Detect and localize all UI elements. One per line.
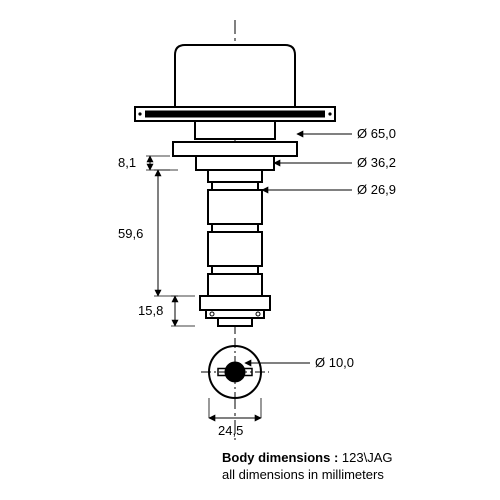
svg-text:Ø 36,2: Ø 36,2	[357, 155, 396, 170]
svg-text:59,6: 59,6	[118, 226, 143, 241]
svg-text:15,8: 15,8	[138, 303, 163, 318]
svg-text:Ø 26,9: Ø 26,9	[357, 182, 396, 197]
svg-text:Ø 65,0: Ø 65,0	[357, 126, 396, 141]
caption-units: all dimensions in millimeters	[222, 467, 384, 482]
svg-text:8,1: 8,1	[118, 155, 136, 170]
caption-model: 123\JAG	[342, 450, 393, 465]
caption: Body dimensions : 123\JAG all dimensions…	[222, 450, 393, 484]
svg-text:Ø 10,0: Ø 10,0	[315, 355, 354, 370]
caption-title: Body dimensions :	[222, 450, 338, 465]
svg-text:24,5: 24,5	[218, 423, 243, 438]
